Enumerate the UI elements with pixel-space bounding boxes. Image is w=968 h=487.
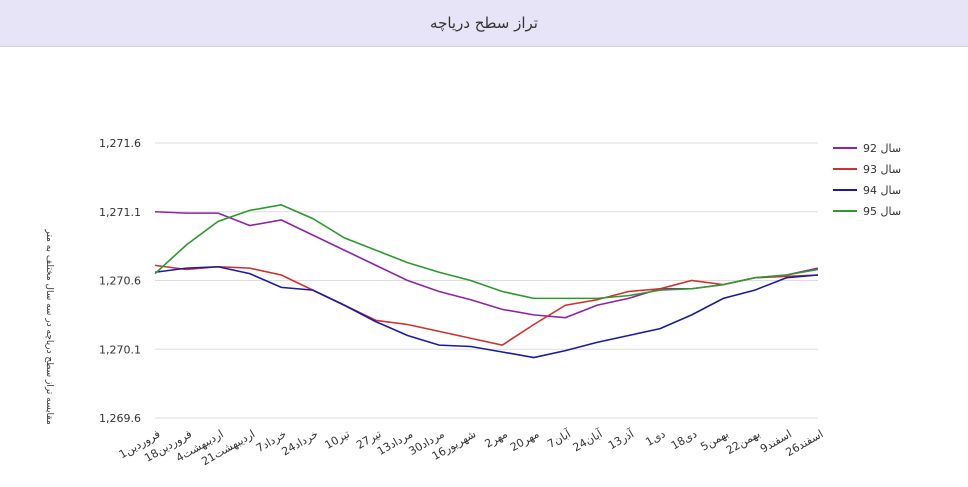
series-line bbox=[154, 204, 819, 300]
legend-label: سال 94 bbox=[863, 184, 901, 197]
legend-label: سال 93 bbox=[863, 163, 901, 176]
y-tick-label: 1,270.6 bbox=[99, 275, 141, 288]
x-tick-label: 7آبان bbox=[545, 426, 574, 451]
y-axis-label: مقایسه تراز سطح دریاچه در سه سال مختلف ب… bbox=[44, 228, 54, 424]
x-tick-label: 13مرداد bbox=[375, 427, 415, 458]
x-tick-label: 24آبان bbox=[570, 426, 605, 454]
x-tick-label: 2مهر bbox=[482, 427, 509, 450]
chart: مقایسه تراز سطح دریاچه در سه سال مختلف ب… bbox=[44, 137, 901, 468]
x-tick-label: 20مهر bbox=[508, 427, 541, 454]
y-tick-label: 1,271.6 bbox=[99, 137, 141, 150]
x-tick-label: 13آذر bbox=[605, 426, 636, 452]
chart-title: تراز سطح دریاچه bbox=[0, 0, 968, 47]
y-tick-label: 1,271.1 bbox=[99, 206, 141, 219]
series-line bbox=[154, 265, 819, 359]
x-tick-label: 1دی bbox=[643, 427, 667, 449]
legend-label: سال 95 bbox=[863, 205, 901, 218]
y-tick-label: 1,269.6 bbox=[99, 412, 141, 425]
y-tick-label: 1,270.1 bbox=[99, 343, 141, 356]
x-tick-label: 22بهمن bbox=[724, 427, 762, 457]
legend-label: سال 92 bbox=[863, 142, 901, 155]
series-line bbox=[154, 264, 819, 346]
x-tick-label: 10تیر bbox=[323, 427, 352, 451]
x-tick-label: 18دی bbox=[669, 427, 699, 452]
x-tick-label: 24خرداد bbox=[279, 427, 320, 458]
